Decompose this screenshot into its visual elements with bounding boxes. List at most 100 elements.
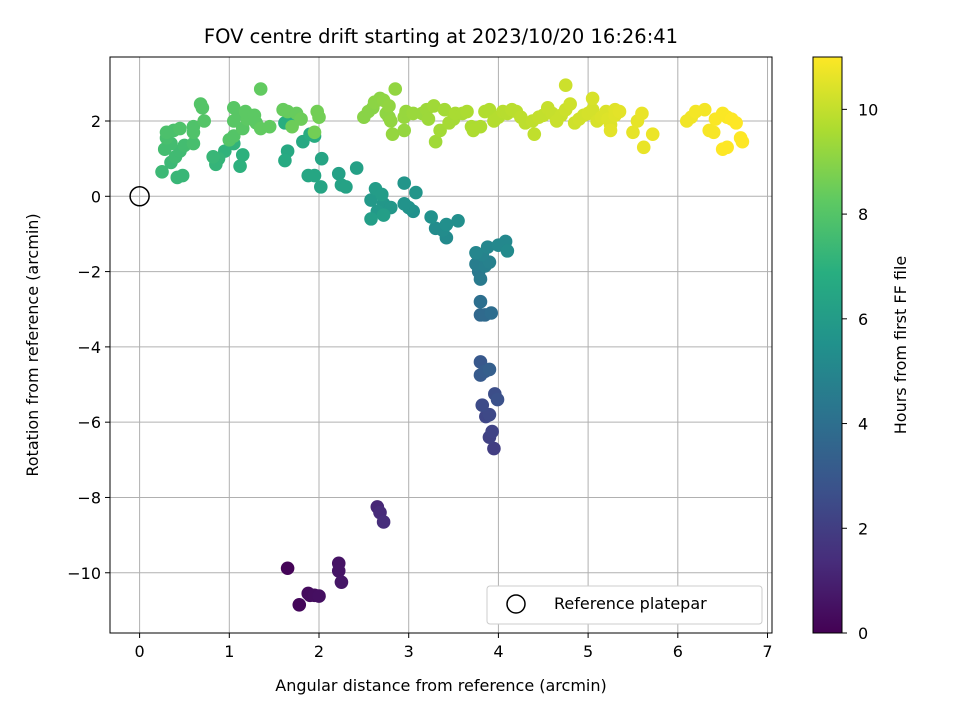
colorbar-ticks: 0 2 4 6 8 10 [842,100,878,643]
scatter-point [397,176,412,190]
x-tick-label: 6 [673,642,683,661]
scatter-point [558,78,573,93]
scatter-point [451,213,465,228]
scatter-point [409,185,423,200]
scatter-point [349,161,364,175]
scatter-point [473,119,488,134]
reference-platepar-point [129,186,150,207]
scatter-point [626,125,640,140]
scatter-point [480,240,495,254]
scatter-point [235,148,250,162]
colorbar-tick-label: 6 [858,310,868,329]
y-tick-label: −2 [77,263,101,282]
plot-frame [109,56,773,634]
scatter-point [253,82,268,96]
colorbar-tick-label: 4 [858,415,868,434]
scatter-point [482,362,497,377]
scatter-point [428,134,443,149]
scatter-point [487,441,501,456]
scatter-point [397,197,412,211]
scatter-point [460,104,474,119]
scatter-point [376,208,391,222]
plot-area: 0 1 2 3 4 5 6 7 −10 −8 −6 −4 −2 0 2 [67,56,773,661]
y-tick-label: −4 [77,338,101,357]
scatter-point [197,114,211,128]
scatter-point [428,221,443,236]
x-tick-label: 5 [583,642,593,661]
legend-box [486,585,763,625]
scatter-point [155,165,169,179]
scatter-point [527,127,542,141]
scatter-point [383,114,398,128]
x-tick-label: 4 [493,642,503,661]
scatter-point [720,140,734,155]
y-tick-label: −6 [77,413,101,432]
scatter-point [382,99,396,113]
scatter-point [312,110,326,125]
scatter-point [226,101,241,115]
y-axis-ticks: −10 −8 −6 −4 −2 0 2 [67,112,110,583]
scatter-point [385,127,400,141]
scatter-point [175,168,190,183]
scatter-point [388,82,403,96]
scatter-point [285,119,299,134]
scatter-point [635,106,649,121]
scatter-point [475,398,490,413]
scatter-point [439,217,454,232]
x-tick-label: 1 [224,642,234,661]
scatter-point [484,306,499,320]
scatter-point [421,112,436,126]
scatter-point [173,121,187,136]
scatter-point [482,407,497,422]
scatter-point [334,575,349,589]
scatter-point [697,102,712,117]
y-tick-label: −10 [67,564,101,583]
scatter-point [374,187,389,202]
reference-marker [129,186,150,207]
scatter-point [424,210,438,224]
legend: Reference platepar [486,585,763,625]
y-axis-label: Rotation from reference (arcmin) [23,213,42,476]
scatter-point [585,102,600,117]
scatter-point [364,193,378,207]
scatter-point [376,515,391,529]
legend-entry-reference: Reference platepar [554,594,707,613]
scatter-point [735,134,750,149]
scatter-point [427,99,441,113]
scatter-point [469,245,483,260]
scatter-point [226,129,241,143]
scatter-point [729,116,743,130]
scatter-point [331,564,346,578]
scatter-point [473,272,488,286]
x-tick-label: 0 [135,642,145,661]
scatter-point [585,91,600,106]
scatter-point [331,166,346,181]
scatter-point [437,102,452,117]
x-axis-ticks: 0 1 2 3 4 5 6 7 [135,633,773,661]
scatter-point [612,104,627,119]
scatter-point [186,136,201,151]
x-axis-label: Angular distance from reference (arcmin) [275,676,606,695]
colorbar: 0 2 4 6 8 10 Hours from first FF file [812,56,910,643]
x-tick-label: 3 [404,642,414,661]
scatter-point [292,597,307,612]
scatter-point [339,180,353,194]
legend-marker-reference [506,594,526,614]
colorbar-gradient [812,56,843,634]
scatter-point [313,180,328,194]
scatter-point [206,149,220,164]
colorbar-tick-label: 0 [858,624,868,643]
scatter-point [490,392,505,407]
scatter-point [294,112,308,126]
scatter-point [433,123,447,138]
scatter-point [364,212,378,226]
scatter-point [307,125,322,140]
scatter-point [603,123,618,138]
colorbar-tick-label: 8 [858,205,868,224]
scatter-point [278,153,292,168]
colorbar-label: Hours from first FF file [891,256,910,435]
scatter-point [645,127,660,141]
scatter-point [233,159,247,173]
scatter-point [186,119,201,134]
